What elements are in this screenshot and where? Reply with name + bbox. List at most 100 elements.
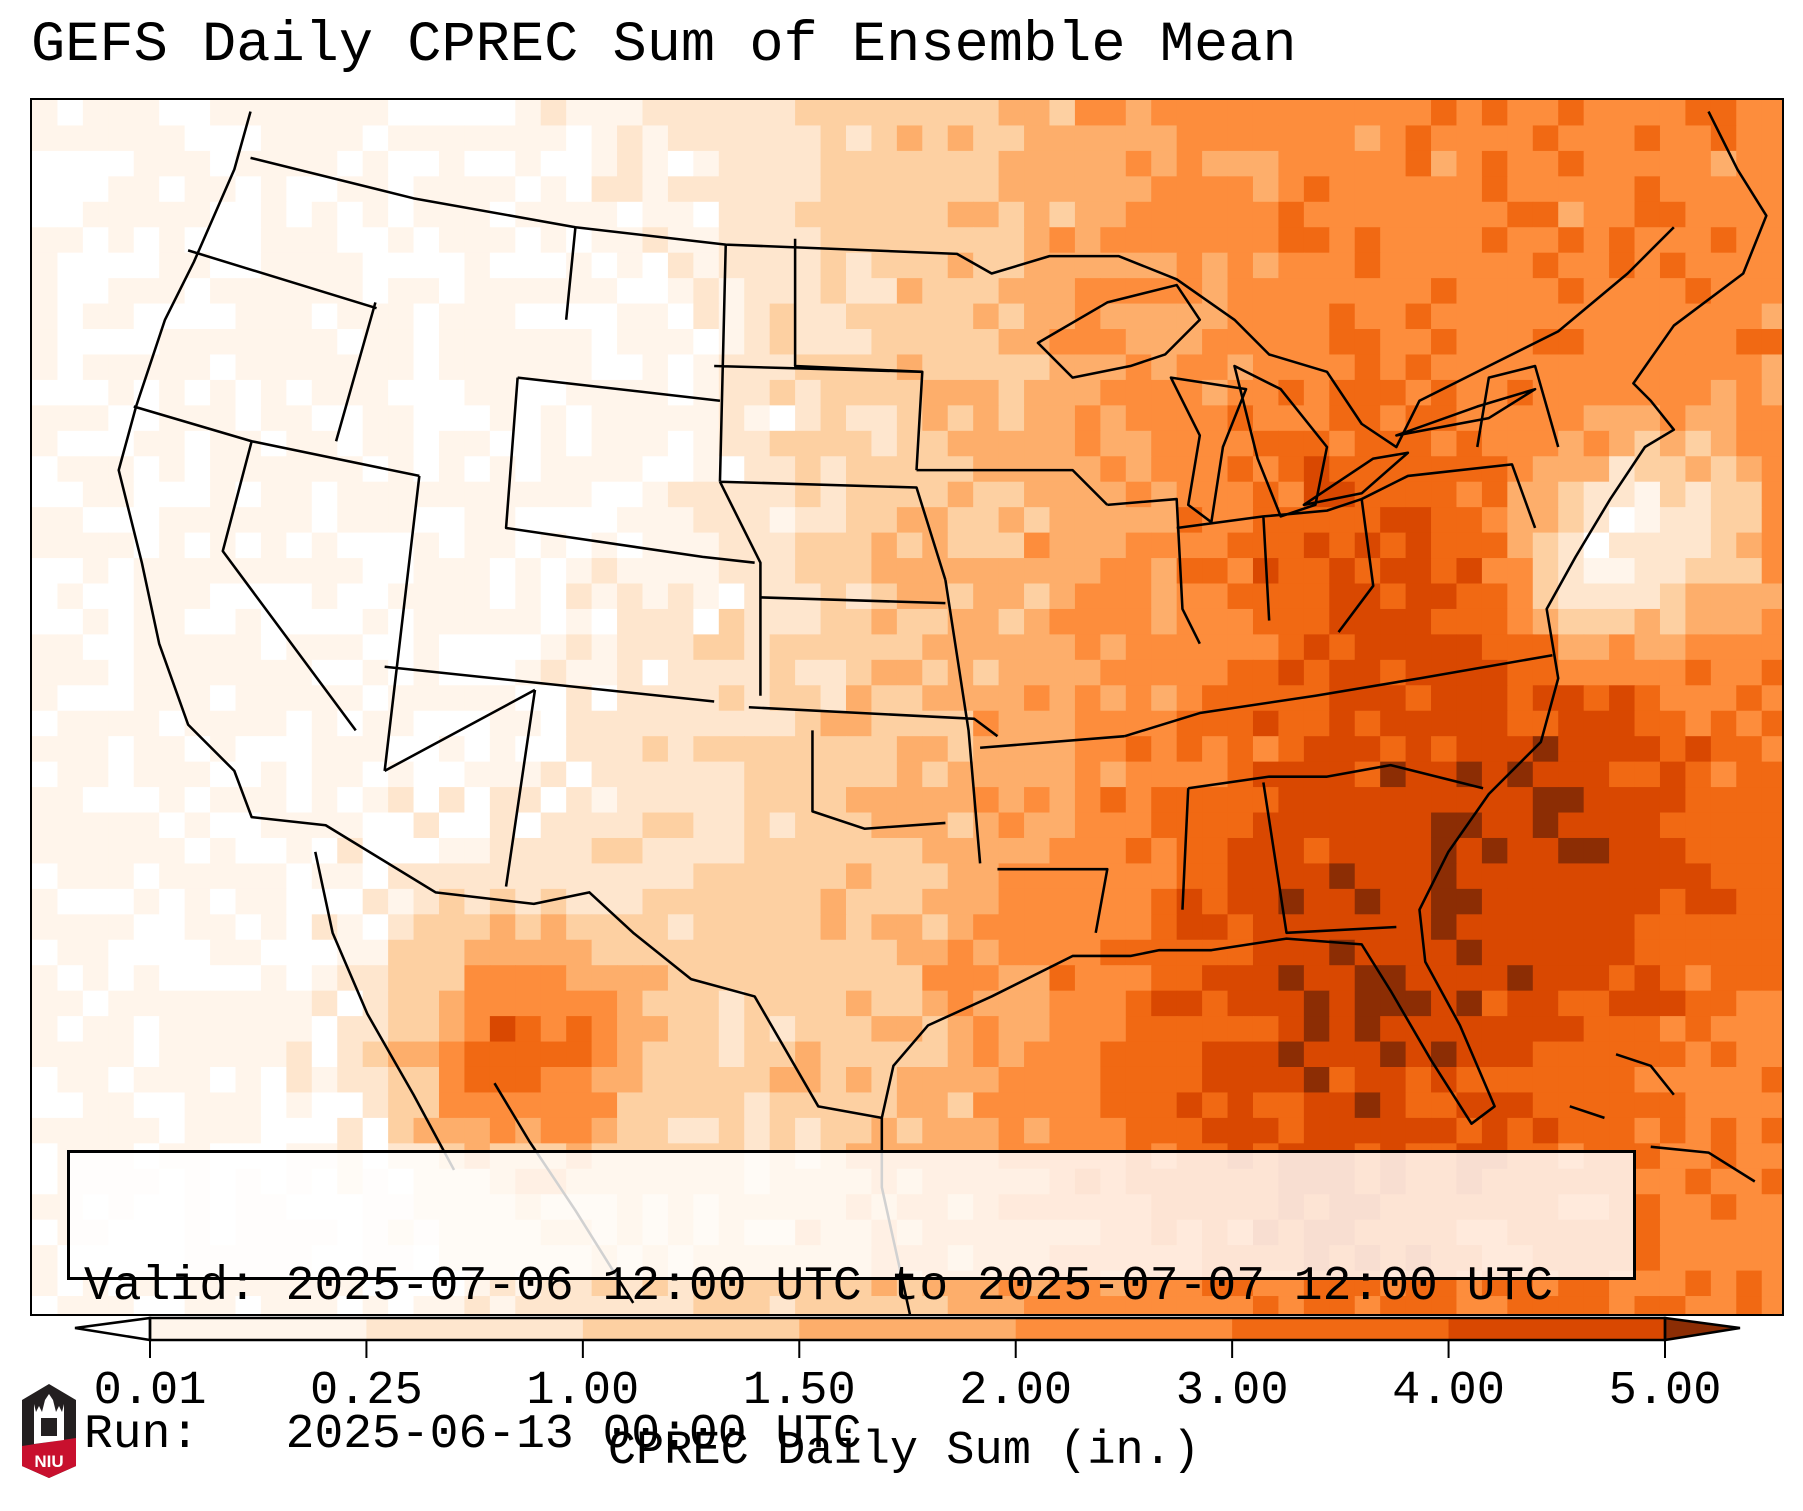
precip-cell [1024, 1296, 1051, 1314]
precip-cell [1151, 201, 1178, 228]
precip-cell [642, 1296, 669, 1314]
precip-cell [896, 150, 923, 177]
precip-cell [1736, 1066, 1763, 1094]
precip-cell [260, 1296, 287, 1314]
precip-cell [769, 990, 796, 1017]
precip-cell [1532, 201, 1559, 228]
precip-cell [642, 761, 669, 788]
precip-cell [896, 507, 923, 534]
precip-cell [1074, 456, 1101, 483]
precip-cell [1609, 888, 1636, 915]
precip-cell [1303, 227, 1330, 254]
precip-cell [820, 176, 847, 203]
precip-cell [286, 201, 313, 228]
precip-cell [1532, 787, 1559, 814]
precip-cell [1532, 227, 1559, 254]
precip-cell [922, 1016, 949, 1043]
precip-cell [667, 1296, 694, 1314]
precip-cell [1761, 150, 1782, 177]
precip-cell [489, 150, 516, 177]
precip-cell [1176, 837, 1203, 864]
precip-cell [1532, 888, 1559, 915]
precip-cell [388, 812, 415, 839]
precip-cell [871, 608, 898, 635]
precip-cell [388, 150, 415, 177]
precip-cell [1456, 125, 1483, 152]
precip-cell [769, 303, 796, 330]
precip-cell [32, 1016, 59, 1043]
precip-cell [1049, 965, 1076, 992]
precip-cell [1252, 100, 1279, 127]
precip-cell [57, 608, 84, 635]
precip-cell [1685, 507, 1712, 534]
precip-cell [947, 176, 974, 203]
precip-cell [1431, 1092, 1458, 1119]
precip-cell [1710, 227, 1737, 254]
precip-cell [1024, 583, 1051, 610]
precip-cell [667, 507, 694, 534]
precip-cell [1380, 252, 1407, 279]
precip-cell [896, 634, 923, 661]
precip-cell [744, 736, 771, 763]
precip-cell [1380, 481, 1407, 508]
precip-cell [133, 685, 160, 712]
precip-cell [1736, 1117, 1763, 1144]
precip-cell [1380, 532, 1407, 559]
precip-cell [1659, 1066, 1686, 1094]
precip-cell [1659, 812, 1686, 839]
precip-cell [1049, 1016, 1076, 1043]
precip-cell [947, 100, 974, 127]
precip-cell [998, 507, 1025, 534]
precip-cell [184, 430, 211, 457]
precip-cell [1634, 1194, 1661, 1221]
precip-cell [617, 456, 644, 483]
precip-cell [617, 329, 644, 356]
precip-cell [998, 1016, 1025, 1043]
map-canvas [32, 100, 1782, 1314]
precip-cell [1481, 583, 1508, 610]
precip-cell [260, 1041, 287, 1068]
precip-cell [1303, 583, 1330, 610]
precip-cell [1481, 150, 1508, 177]
precip-cell [1634, 761, 1661, 788]
precip-cell [1558, 430, 1585, 457]
precip-cell [1507, 685, 1534, 712]
precip-cell [1278, 736, 1305, 763]
precip-cell [438, 329, 466, 356]
precip-cell [362, 1117, 389, 1144]
precip-cell [133, 990, 160, 1017]
precip-cell [693, 481, 720, 508]
precip-cell [566, 303, 593, 330]
precip-cell [57, 278, 84, 305]
precip-cell [1303, 150, 1330, 177]
precip-cell [82, 125, 109, 152]
precip-cell [82, 379, 109, 406]
precip-cell [1456, 100, 1483, 127]
precip-cell [1761, 507, 1782, 534]
precip-cell [617, 379, 644, 406]
precip-cell [744, 787, 771, 814]
precip-cell [1278, 710, 1305, 737]
precip-cell [286, 965, 313, 992]
precip-cell [998, 481, 1025, 508]
precip-cell [1583, 939, 1610, 966]
precip-cell [871, 634, 898, 661]
precip-cell [133, 100, 160, 127]
precip-cell [159, 1117, 186, 1144]
precip-cell [1583, 965, 1610, 992]
precip-cell [1659, 736, 1686, 763]
precip-cell [362, 430, 389, 457]
precip-cell [337, 430, 364, 457]
precip-cell [642, 1092, 669, 1119]
precip-cell [159, 583, 186, 610]
precip-cell [1634, 456, 1661, 483]
precip-cell [32, 685, 59, 712]
precip-cell [311, 379, 338, 406]
precip-cell [718, 227, 745, 254]
precip-cell [260, 736, 287, 763]
precip-cell [1583, 1296, 1610, 1314]
precip-cell [1634, 1168, 1661, 1195]
precip-cell [1303, 379, 1330, 406]
precip-cell [235, 914, 262, 941]
precip-cell [1100, 787, 1127, 814]
